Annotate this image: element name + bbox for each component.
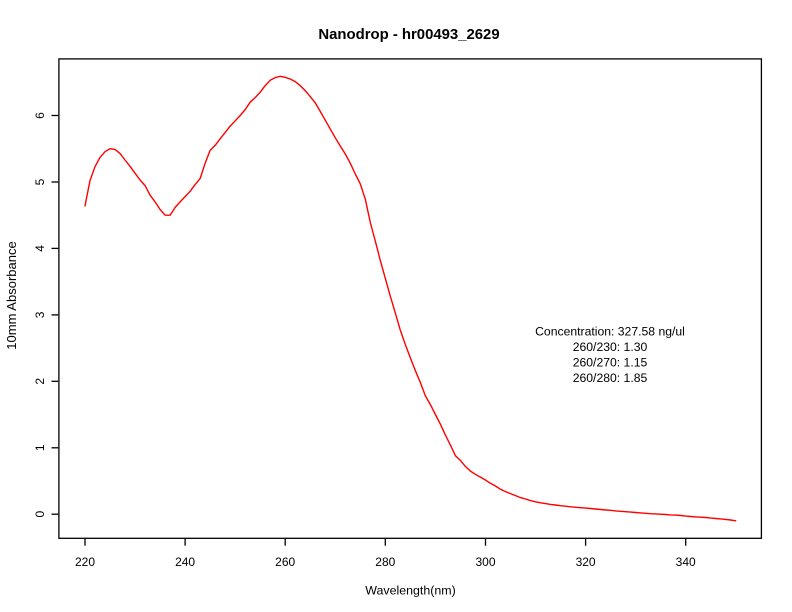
svg-text:10mm Absorbance: 10mm Absorbance [4,241,19,349]
svg-text:220: 220 [75,555,95,569]
svg-text:2: 2 [33,378,47,385]
svg-text:3: 3 [33,311,47,318]
svg-text:280: 280 [375,555,395,569]
svg-text:340: 340 [676,555,696,569]
svg-text:260/280: 1.85: 260/280: 1.85 [573,371,648,385]
svg-text:260/230: 1.30: 260/230: 1.30 [573,340,648,354]
svg-text:240: 240 [175,555,195,569]
svg-text:1: 1 [33,444,47,451]
svg-text:Concentration: 327.58 ng/ul: Concentration: 327.58 ng/ul [535,325,685,339]
svg-text:5: 5 [33,178,47,185]
svg-text:0: 0 [33,511,47,518]
svg-text:260/270: 1.15: 260/270: 1.15 [573,355,648,369]
svg-text:6: 6 [33,112,47,119]
svg-text:Wavelength(nm): Wavelength(nm) [365,583,455,597]
svg-text:300: 300 [475,555,495,569]
svg-text:260: 260 [275,555,295,569]
svg-text:320: 320 [576,555,596,569]
svg-text:4: 4 [33,245,47,252]
svg-text:Nanodrop - hr00493_2629: Nanodrop - hr00493_2629 [318,27,499,43]
